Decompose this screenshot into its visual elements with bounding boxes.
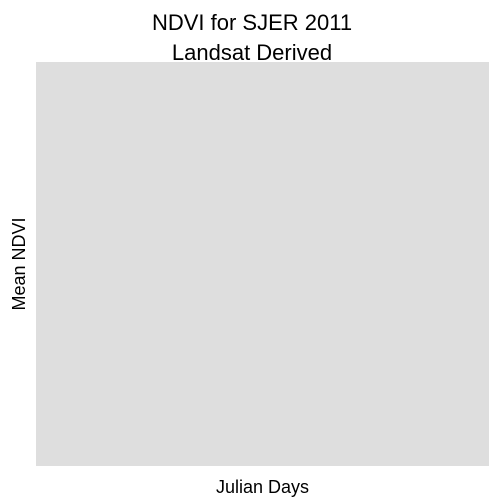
chart-title: NDVI for SJER 2011: [151, 10, 353, 35]
y-axis-label: Mean NDVI: [9, 217, 29, 311]
plot-panel: [36, 62, 489, 466]
y-axis-label-container: Mean NDVI: [6, 62, 32, 466]
plot-background: [36, 62, 489, 466]
chart-subtitle: Landsat Derived: [171, 40, 333, 65]
x-axis-label: Julian Days: [215, 477, 310, 497]
